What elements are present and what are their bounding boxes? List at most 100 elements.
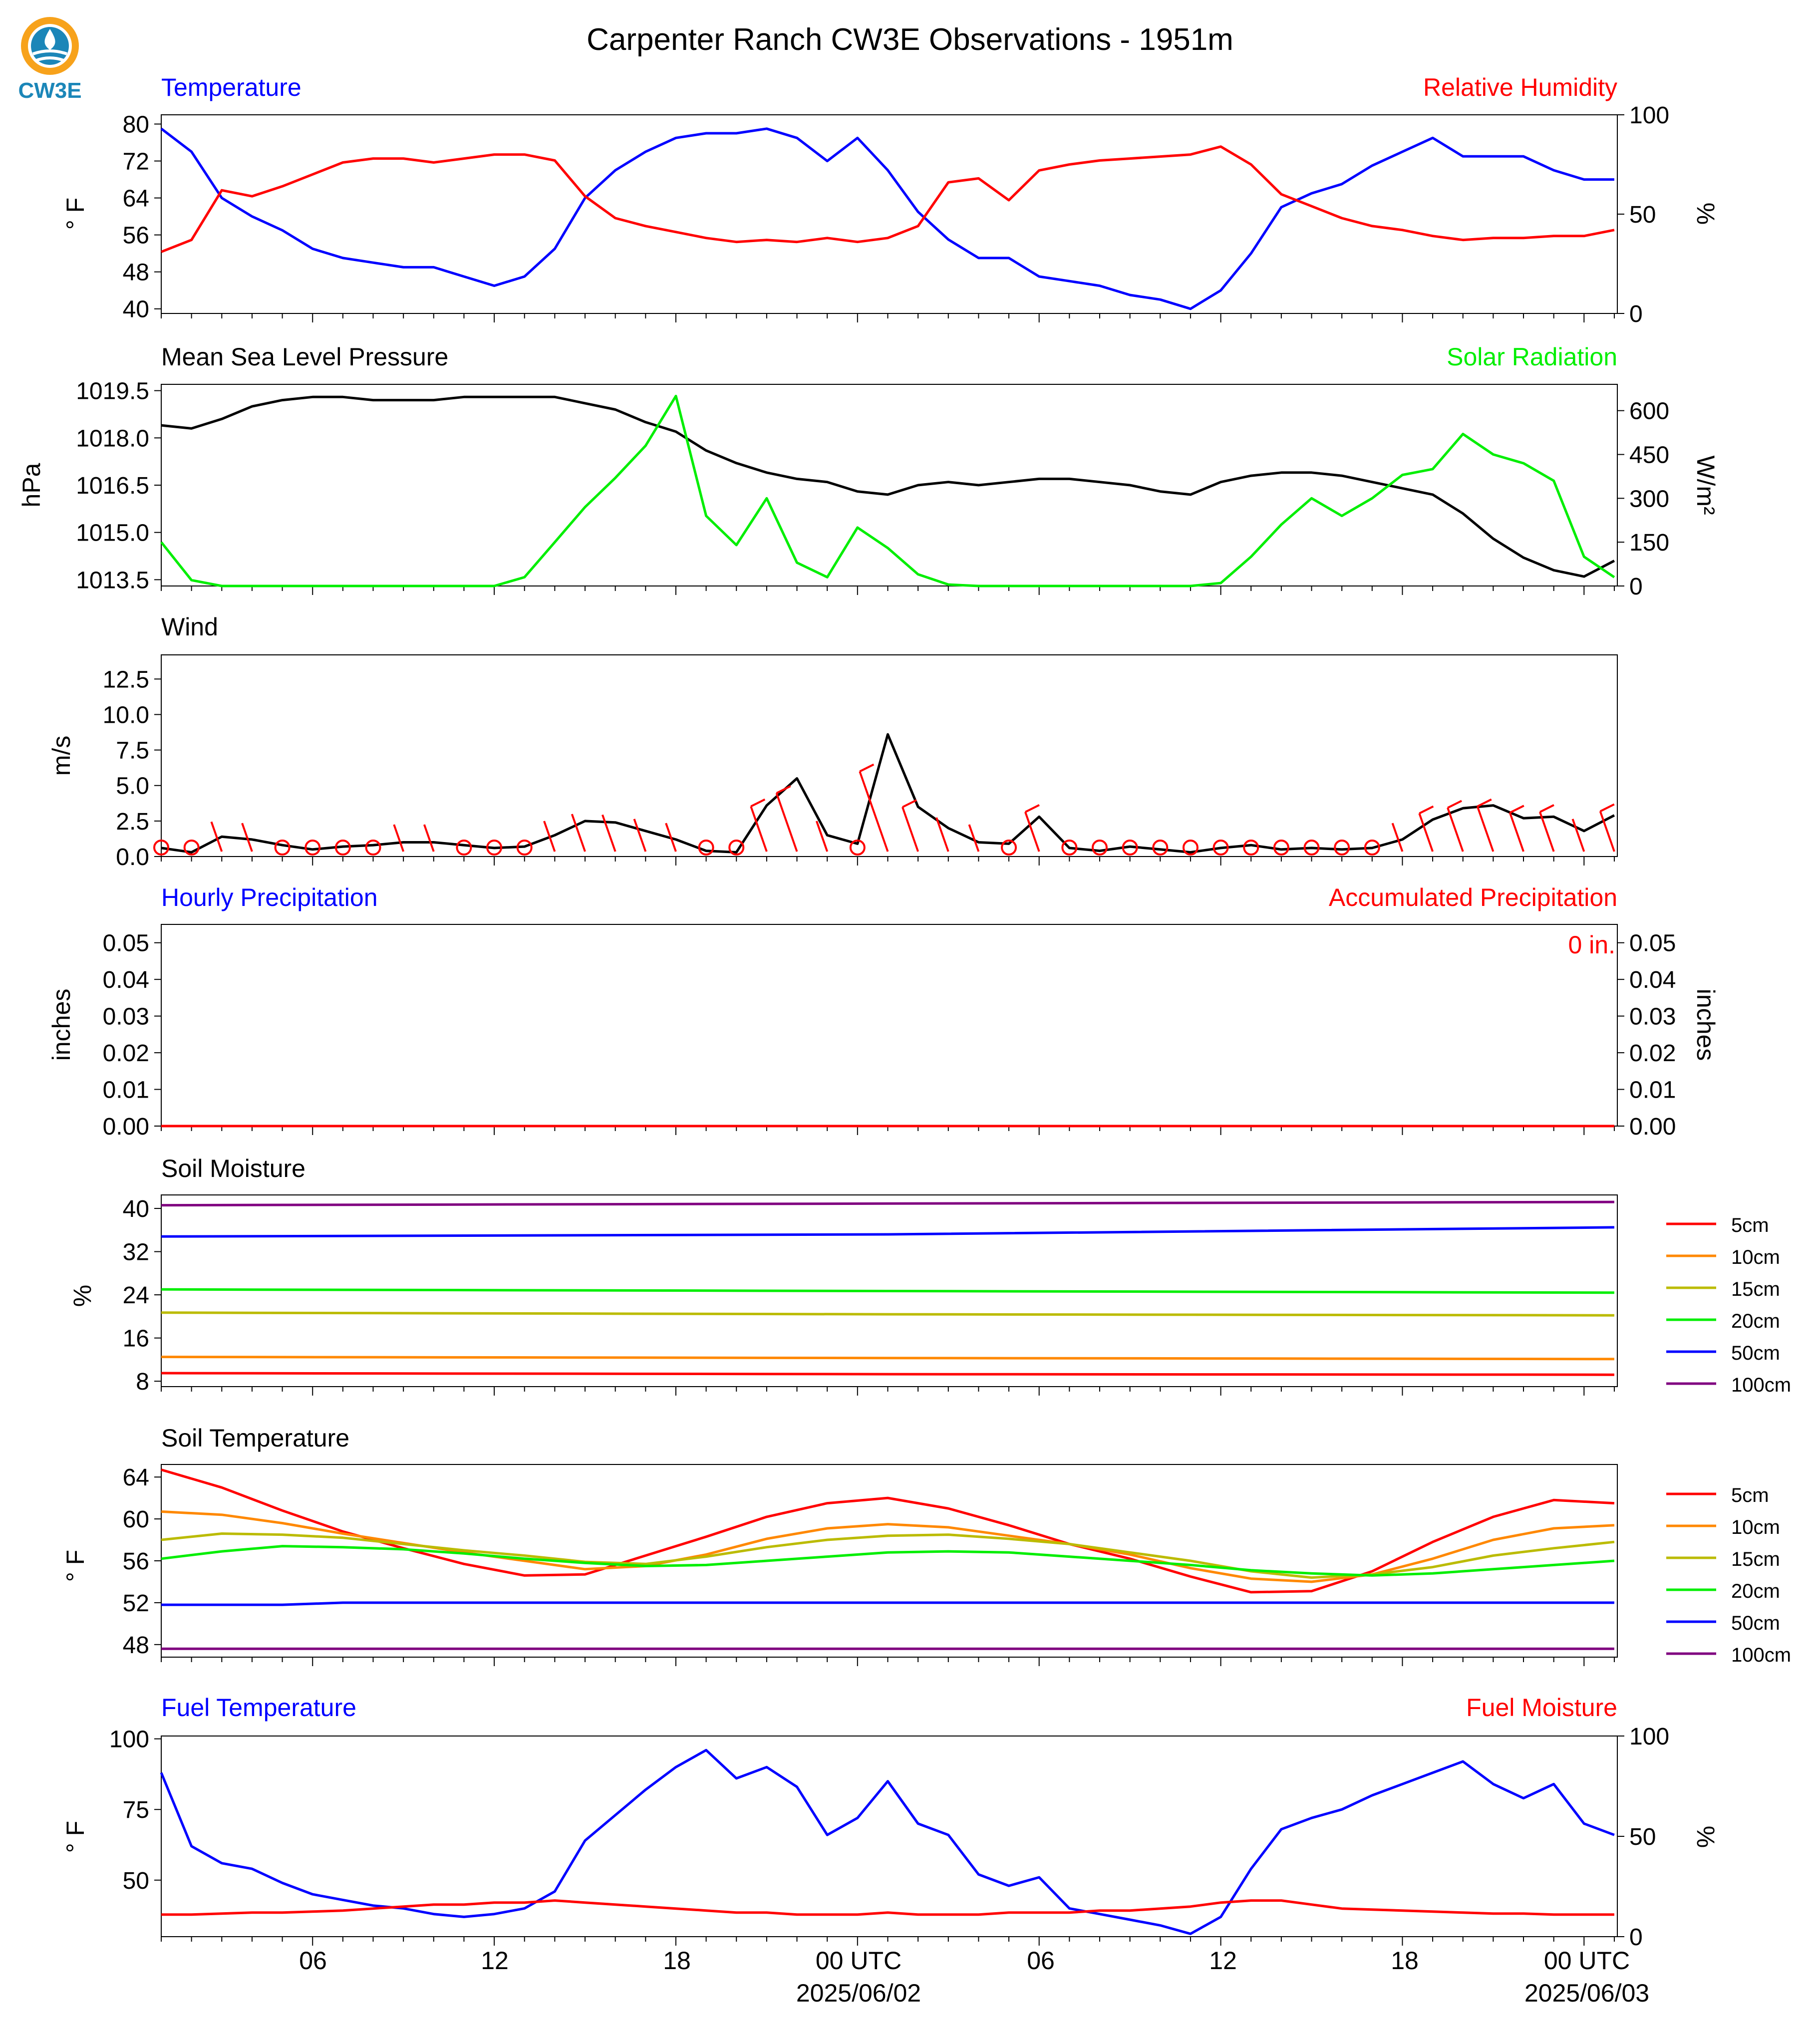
wind-barb-staff bbox=[602, 814, 616, 852]
panel-title-left: Wind bbox=[161, 613, 218, 641]
x-tick-label: 00 UTC bbox=[816, 1947, 902, 1975]
series-line-relative-humidity bbox=[161, 145, 1615, 253]
wind-barb-staff bbox=[1447, 807, 1464, 852]
y-tick-label-left: 40 bbox=[123, 296, 149, 323]
wind-barb-staff bbox=[241, 823, 253, 852]
wind-barb-staff bbox=[775, 793, 798, 852]
panel-title-left: Mean Sea Level Pressure bbox=[161, 343, 448, 371]
wind-barb-staff bbox=[1509, 812, 1524, 852]
wind-barb-staff bbox=[750, 806, 768, 852]
series-line-fuel-temperature bbox=[160, 1748, 1615, 1935]
wind-barb-staff bbox=[815, 821, 829, 852]
y-tick-label-right: 150 bbox=[1629, 530, 1669, 556]
legend-label: 5cm bbox=[1731, 1484, 1769, 1506]
x-tick-label: 12 bbox=[1209, 1947, 1237, 1975]
wind-barb-calm bbox=[334, 840, 351, 856]
wind-barb-calm bbox=[153, 840, 169, 856]
soil-moisture-legend: 5cm 10cm 15cm 20cm 50cm 100cm bbox=[1666, 1214, 1791, 1396]
y-tick-label-left: 16 bbox=[123, 1326, 149, 1352]
y-tick-label-left: 12.5 bbox=[103, 666, 149, 693]
panel-title-left: Soil Moisture bbox=[161, 1155, 305, 1182]
y-tick-label-left: 2.5 bbox=[116, 809, 149, 835]
y-axis-label-left: m/s bbox=[47, 736, 75, 776]
y-axis-label-left: hPa bbox=[17, 463, 45, 507]
y-tick-label-left: 64 bbox=[123, 1464, 149, 1491]
wind-barb-flag bbox=[750, 798, 766, 808]
wind-barb-staff bbox=[1571, 819, 1585, 852]
wind-barb-staff bbox=[1539, 812, 1555, 852]
y-tick-label-left: 52 bbox=[123, 1590, 149, 1617]
wind-barb-calm bbox=[698, 840, 714, 856]
y-tick-label-left: 60 bbox=[123, 1506, 149, 1533]
wind-barb-calm bbox=[365, 840, 381, 856]
legend-label: 50cm bbox=[1731, 1342, 1780, 1364]
series-line-solar-radiation bbox=[160, 394, 1615, 587]
y-tick-label-right: 0.04 bbox=[1629, 967, 1676, 993]
panel-precipitation: Hourly Precipitation Accumulated Precipi… bbox=[47, 883, 1720, 1061]
y-tick-label-left: 10.0 bbox=[103, 702, 149, 728]
y-tick-label-left: 1019.5 bbox=[76, 378, 149, 405]
wind-barb-calm bbox=[1061, 840, 1078, 856]
wind-barb-staff bbox=[393, 824, 405, 852]
legend-label: 100cm bbox=[1731, 1644, 1791, 1666]
y-tick-label-left: 0.0 bbox=[116, 844, 149, 870]
x-tick-label: 18 bbox=[1391, 1947, 1419, 1975]
wind-barb-staff bbox=[859, 771, 889, 852]
y-axis-label-right: % bbox=[1692, 1826, 1720, 1848]
wind-barb-staff bbox=[1024, 812, 1040, 852]
wind-barb-staff bbox=[1391, 823, 1404, 852]
y-tick-label-left: 5.0 bbox=[116, 773, 149, 800]
panel-soil-moisture: Soil Moisture % bbox=[68, 1155, 305, 1307]
wind-barb-calm bbox=[1334, 840, 1350, 856]
x-tick-label: 06 bbox=[299, 1947, 327, 1975]
y-tick-label-right: 600 bbox=[1629, 398, 1669, 425]
y-axis-label-right: inches bbox=[1692, 989, 1720, 1061]
wind-barb-staff bbox=[1476, 806, 1495, 852]
panel-title-left: Soil Temperature bbox=[161, 1424, 349, 1452]
legend-label: 100cm bbox=[1731, 1374, 1791, 1396]
soil-temperature-legend: 5cm 10cm 15cm 20cm 50cm 100cm bbox=[1666, 1484, 1791, 1666]
wind-barb-calm bbox=[183, 840, 200, 856]
wind-barb-calm bbox=[1303, 840, 1320, 856]
wind-barb-calm bbox=[1243, 840, 1259, 856]
y-axis-label-left: % bbox=[68, 1285, 96, 1307]
wind-barb-staff bbox=[423, 824, 435, 852]
y-tick-label-right: 50 bbox=[1629, 1824, 1656, 1850]
series-line-20cm bbox=[161, 1288, 1614, 1294]
y-tick-label-left: 0.04 bbox=[103, 967, 149, 993]
x-date-label: 2025/06/02 bbox=[796, 1979, 921, 2007]
y-axis-label-left: ° F bbox=[61, 1550, 89, 1582]
y-tick-label-right: 0 bbox=[1629, 301, 1643, 327]
series-line-temperature bbox=[160, 127, 1614, 310]
wind-barb-staff bbox=[665, 823, 677, 852]
series-line-mean-sea-level-pressure bbox=[161, 395, 1615, 578]
panel-fuel: Fuel Temperature Fuel Moisture ° F % bbox=[61, 1694, 1720, 1853]
wind-barb-calm bbox=[1364, 840, 1380, 856]
series-line-10cm bbox=[161, 1356, 1614, 1361]
wind-barb-calm bbox=[1273, 840, 1289, 856]
y-tick-label-left: 56 bbox=[123, 1548, 149, 1575]
panel-soil-temperature: Soil Temperature ° F bbox=[61, 1424, 349, 1582]
y-tick-label-left: 75 bbox=[123, 1797, 149, 1823]
wind-barb-calm bbox=[1091, 840, 1108, 856]
wind-barb-calm bbox=[486, 840, 503, 856]
series-line-5cm bbox=[161, 1372, 1614, 1376]
panel-title-right: Relative Humidity bbox=[1423, 73, 1617, 101]
y-tick-label-left: 48 bbox=[123, 1632, 149, 1659]
legend-label: 10cm bbox=[1731, 1246, 1780, 1268]
y-axis-label-left: ° F bbox=[61, 198, 89, 230]
wind-barb-calm bbox=[1001, 840, 1017, 856]
panel-wind: Wind m/s bbox=[47, 613, 218, 776]
y-tick-label-left: 1015.0 bbox=[76, 520, 149, 547]
wind-barb-calm bbox=[1152, 840, 1169, 856]
y-tick-label-left: 56 bbox=[123, 223, 149, 249]
wind-barb-staff bbox=[968, 824, 980, 852]
y-tick-label-right: 50 bbox=[1629, 202, 1656, 228]
y-tick-label-left: 0.02 bbox=[103, 1040, 149, 1067]
wind-barb-flag bbox=[1509, 805, 1524, 814]
series-line-wind-speed bbox=[161, 733, 1615, 854]
panel-pressure-solar: Mean Sea Level Pressure Solar Radiation … bbox=[17, 343, 1720, 515]
cw3e-logo: CW3E bbox=[18, 17, 82, 103]
wind-barb-calm bbox=[1122, 840, 1138, 856]
